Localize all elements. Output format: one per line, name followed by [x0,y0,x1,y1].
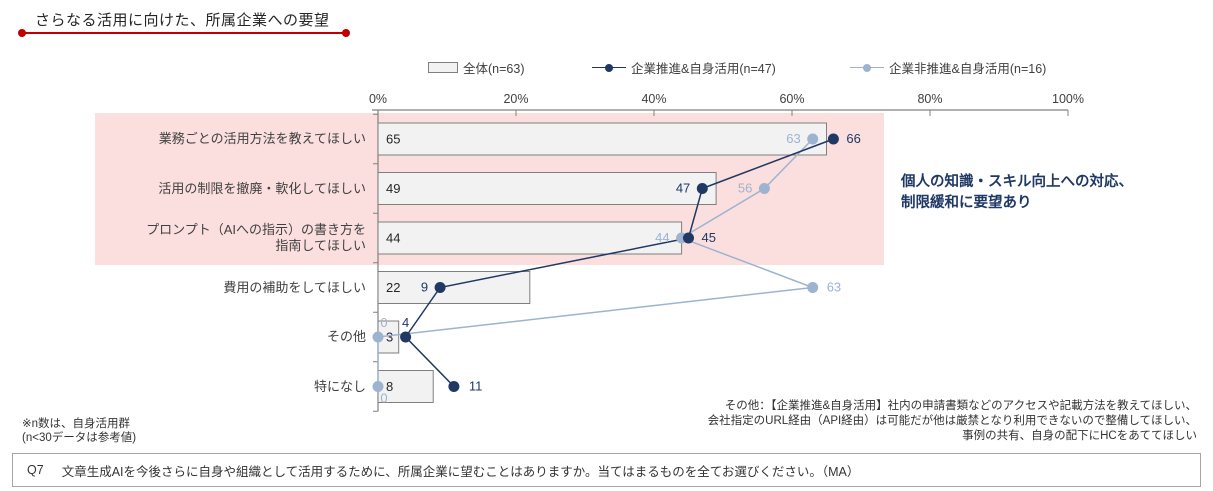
dot-light-3 [807,282,819,293]
x-axis-label-2: 40% [641,92,666,106]
bar-value-label-4: 3 [386,330,393,345]
legend-item-not-promoted: 企業非推進&自身活用(n=16) [850,58,1046,76]
footnote-right-line-2: 会社指定のURL経由（API経由）は可能だが他は厳禁となり利用できないので整備し… [707,415,1197,427]
category-label-5: 特になし [313,378,366,394]
point-label-dark-5: 11 [469,379,483,394]
footnote-right-line-1: その他：【企業推進&自身活用】社内の申請書類などのアクセスや記載方法を教えてほし… [724,400,1197,412]
footnote-sample-size: ※n数は、自身活用群 (n<30データは参考値) [22,417,136,445]
legend-line-dot-dark-icon [592,61,626,73]
footnote-left-line-1: ※n数は、自身活用群 [22,418,131,430]
legend-bar-swatch-icon [428,61,458,73]
question-number: Q7 [27,463,44,477]
x-axis-label-5: 100% [1052,92,1084,106]
point-label-dark-3: 9 [421,280,428,295]
insight-annotation: 個人の知識・スキル向上への対応、 制限緩和に要望あり [901,172,1133,214]
point-label-dark-4: 4 [402,315,409,330]
x-axis-label-4: 80% [917,92,942,106]
title-underline [18,29,350,37]
underline-end-dot-right [342,29,350,37]
footnote-left-line-2: (n<30データは参考値) [22,432,137,444]
legend-label-not-promoted: 企業非推進&自身活用(n=16) [889,61,1047,76]
category-label-3: 費用の補助をしてほしい [223,279,366,295]
survey-question-box: Q7 文章生成AIを今後さらに自身や組織として活用するために、所属企業に望むこと… [12,453,1201,487]
bar-value-label-3: 22 [386,280,400,295]
x-axis-label-3: 60% [779,92,804,106]
legend-item-promoted: 企業推進&自身活用(n=47) [592,58,776,76]
bar-row-5 [377,370,434,403]
point-label-light-5: 0 [380,391,387,406]
legend-line-dot-light-icon [850,61,884,73]
underline-end-dot-left [18,29,26,37]
footnote-other-responses: その他：【企業推進&自身活用】社内の申請書類などのアクセスや記載方法を教えてほし… [708,399,1197,444]
dot-light-4 [372,331,384,343]
x-axis-label-0: 0% [369,92,387,106]
bar-value-label-5: 8 [386,379,393,394]
category-label-2: プロンプト（AIへの指示）の書き方を 指南してほしい [146,222,366,253]
point-label-light-4: 0 [380,315,387,330]
footnote-right-line-3: 事例の共有、自身の配下にHCをあててほしい [962,430,1197,442]
category-label-0: 業務ごとの活用方法を教えてほしい [158,131,366,146]
point-label-light-3: 63 [827,280,841,295]
category-label-1: 活用の制限を撤廃・軟化してほしい [158,180,366,196]
legend-item-total: 全体(n=63) [428,58,524,76]
page-title: さらなる活用に向けた、所属企業への要望 [35,12,330,29]
question-text: 文章生成AIを今後さらに自身や組織として活用するために、所属企業に望むことはあり… [61,464,860,479]
annotation-line-1: 個人の知識・スキル向上への対応、 [901,174,1133,190]
legend-label-promoted: 企業推進&自身活用(n=47) [631,61,776,76]
dot-dark-4 [400,331,412,343]
category-label-4: その他 [326,329,366,344]
bar-row-3 [377,271,531,304]
x-axis-label-1: 20% [503,92,528,106]
annotation-line-2: 制限緩和に要望あり [901,195,1032,211]
legend-label-total: 全体(n=63) [463,61,525,76]
bar-row-4 [377,320,400,354]
dot-dark-3 [434,282,446,293]
dot-dark-5 [448,381,460,392]
dot-light-5 [372,381,384,392]
